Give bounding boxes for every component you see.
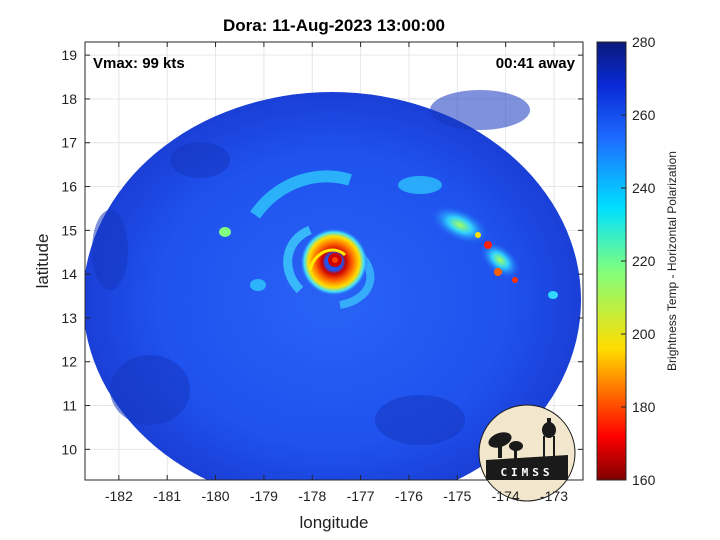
x-tick-label: -176 bbox=[395, 488, 423, 504]
x-tick-label: -174 bbox=[492, 488, 520, 504]
y-tick-label: 16 bbox=[61, 179, 77, 195]
rain-bands bbox=[219, 170, 558, 309]
y-tick-label: 19 bbox=[61, 47, 77, 63]
x-tick-label: -179 bbox=[250, 488, 278, 504]
cold-background-patches bbox=[92, 90, 530, 445]
vmax-annotation: Vmax: 99 kts bbox=[93, 55, 185, 72]
y-tick-label: 15 bbox=[61, 222, 77, 238]
x-tick-label: -180 bbox=[202, 488, 230, 504]
cimss-logo-text: CIMSS bbox=[500, 466, 553, 479]
y-tick-label: 12 bbox=[61, 354, 77, 370]
axis-ticks bbox=[85, 42, 583, 480]
colorbar-tick-label: 160 bbox=[632, 472, 656, 488]
y-tick-labels: 10 11 12 13 14 15 16 17 18 19 bbox=[61, 47, 77, 457]
cimss-logo: CIMSS bbox=[478, 404, 576, 502]
y-tick-label: 14 bbox=[61, 266, 77, 282]
plot-area: Vmax: 99 kts 00:41 away CIMSS bbox=[84, 41, 584, 502]
colorbar: 160 180 200 220 240 260 280 Brightness Temp - … bbox=[596, 34, 679, 488]
x-tick-label: -178 bbox=[298, 488, 326, 504]
y-axis-label: latitude bbox=[33, 234, 52, 289]
y-tick-label: 17 bbox=[61, 135, 77, 151]
convective-cells bbox=[475, 232, 518, 283]
colorbar-tick-label: 240 bbox=[632, 180, 656, 196]
x-tick-labels: -182 -181 -180 -179 -178 -177 -176 -175 -174 -173 bbox=[105, 488, 568, 504]
storm-eyewall bbox=[300, 228, 368, 296]
time-away-annotation: 00:41 away bbox=[496, 55, 576, 72]
figure-title: Dora: 11-Aug-2023 13:00:00 bbox=[223, 16, 445, 35]
y-tick-label: 11 bbox=[62, 398, 77, 414]
colorbar-tick-label: 220 bbox=[632, 253, 656, 269]
x-tick-label: -173 bbox=[540, 488, 568, 504]
colorbar-tick-label: 280 bbox=[632, 34, 656, 50]
plot-frame bbox=[84, 41, 584, 481]
colorbar-tick-label: 260 bbox=[632, 107, 656, 123]
colorbar-tick-label: 180 bbox=[632, 399, 656, 415]
colorbar-ticks: 160 180 200 220 240 260 280 bbox=[621, 34, 656, 488]
x-tick-label: -177 bbox=[347, 488, 375, 504]
x-tick-label: -175 bbox=[443, 488, 471, 504]
y-tick-label: 10 bbox=[61, 441, 77, 457]
x-tick-label: -181 bbox=[153, 488, 181, 504]
colorbar-label: Brightness Temp - Horizontal Polarizatio… bbox=[665, 151, 679, 371]
x-tick-label: -182 bbox=[105, 488, 133, 504]
x-axis-label: longitude bbox=[299, 513, 368, 532]
colorbar-tick-label: 200 bbox=[632, 326, 656, 342]
y-tick-label: 18 bbox=[61, 91, 77, 107]
y-tick-label: 13 bbox=[61, 310, 77, 326]
